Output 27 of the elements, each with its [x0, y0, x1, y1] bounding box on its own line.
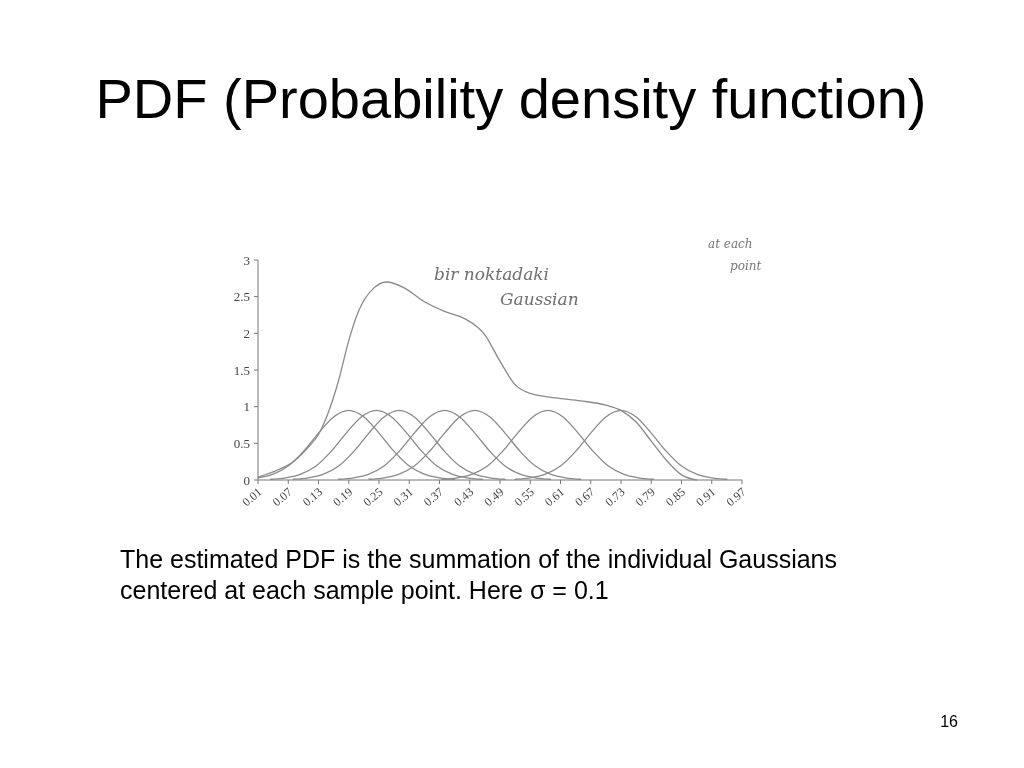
y-tick-label: 1 — [243, 399, 250, 415]
x-tick-label: 0.37 — [421, 484, 447, 510]
annotation: bir noktadaki Gaussian — [434, 264, 579, 309]
x-tick-label: 0.97 — [723, 484, 749, 510]
x-tick-label: 0.73 — [602, 484, 628, 510]
text: The estimated PDF is the summation of the individual Gaussians centered at each sample point. Here σ = 0.1 — [120, 545, 838, 604]
chart-title: PDF (Probability density function) — [95, 67, 927, 130]
x-tick-label: 0.31 — [390, 484, 416, 510]
x-tick-label: 0.13 — [300, 484, 326, 510]
x-tick-label: 0.61 — [542, 484, 568, 510]
text: 16 — [940, 713, 959, 730]
x-tick-label: 0.79 — [632, 484, 658, 510]
y-tick-label: 0.5 — [233, 435, 250, 451]
x-tick-label: 0.43 — [451, 484, 477, 510]
x-tick-label: 0.07 — [269, 484, 295, 510]
y-tick-label: 2 — [243, 325, 250, 341]
x-tick-label: 0.85 — [663, 484, 689, 510]
y-tick-label: 2.5 — [233, 289, 250, 305]
x-tick-label: 0.25 — [360, 484, 386, 510]
x-tick-label: 0.91 — [693, 484, 719, 510]
annotation: at each point — [708, 237, 762, 273]
x-tick-label: 0.67 — [572, 484, 598, 510]
y-tick-label: 1.5 — [233, 362, 250, 378]
x-tick-label: 0.55 — [511, 484, 537, 510]
x-tick-label: 0.49 — [481, 484, 507, 510]
x-tick-label: 0.19 — [330, 484, 356, 510]
y-tick-label: 3 — [243, 252, 250, 268]
